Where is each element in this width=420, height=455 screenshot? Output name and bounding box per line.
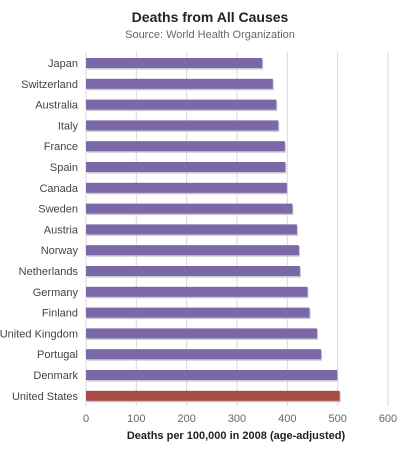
bar-united-states xyxy=(86,390,340,401)
category-label: Canada xyxy=(39,183,78,195)
category-label: Switzerland xyxy=(21,79,78,91)
category-label: Denmark xyxy=(33,370,78,382)
bar-spain xyxy=(86,162,286,172)
category-label: Japan xyxy=(48,58,78,70)
chart-subtitle: Source: World Health Organization xyxy=(125,29,295,41)
category-label: Netherlands xyxy=(19,266,79,278)
bar-denmark xyxy=(86,370,338,380)
x-tick-label: 600 xyxy=(379,413,397,425)
bar-germany xyxy=(86,286,308,297)
bar-netherlands xyxy=(86,266,300,276)
bar-switzerland xyxy=(86,78,273,89)
x-tick-label: 200 xyxy=(177,413,195,425)
bar-sweden xyxy=(86,203,293,214)
x-tick-labels: 0 100 200 300 400 500 600 xyxy=(83,413,397,425)
category-labels: Japan Switzerland Australia Italy France Spai… xyxy=(0,58,79,403)
category-label: Germany xyxy=(33,287,79,299)
bar-japan xyxy=(86,58,263,68)
bar-portugal xyxy=(86,349,322,360)
category-label: Portugal xyxy=(37,349,78,361)
bar-norway xyxy=(86,245,299,256)
chart-title: Deaths from All Causes xyxy=(131,9,289,25)
category-label: Sweden xyxy=(38,204,78,216)
x-axis-title: Deaths per 100,000 in 2008 (age-adjusted… xyxy=(127,430,346,442)
x-tick-label: 300 xyxy=(228,413,246,425)
category-label: United Kingdom xyxy=(0,328,78,340)
category-label: Norway xyxy=(41,245,79,257)
category-label: Australia xyxy=(35,100,79,112)
x-tick-label: 500 xyxy=(328,413,346,425)
bars xyxy=(86,58,341,403)
bar-united-kingdom xyxy=(86,328,318,339)
bar-canada xyxy=(86,182,287,193)
category-label: Finland xyxy=(42,308,78,320)
bar-austria xyxy=(86,224,297,235)
category-label: Italy xyxy=(58,120,79,132)
category-label: United States xyxy=(12,391,79,403)
x-tick-label: 100 xyxy=(127,413,145,425)
bar-australia xyxy=(86,99,277,110)
x-tick-label: 400 xyxy=(278,413,296,425)
x-tick-label: 0 xyxy=(83,413,89,425)
bar-france xyxy=(86,141,285,152)
bar-italy xyxy=(86,120,279,131)
category-label: Spain xyxy=(50,162,78,174)
category-label: France xyxy=(44,141,78,153)
bar-finland xyxy=(86,307,310,318)
category-label: Austria xyxy=(44,224,79,236)
